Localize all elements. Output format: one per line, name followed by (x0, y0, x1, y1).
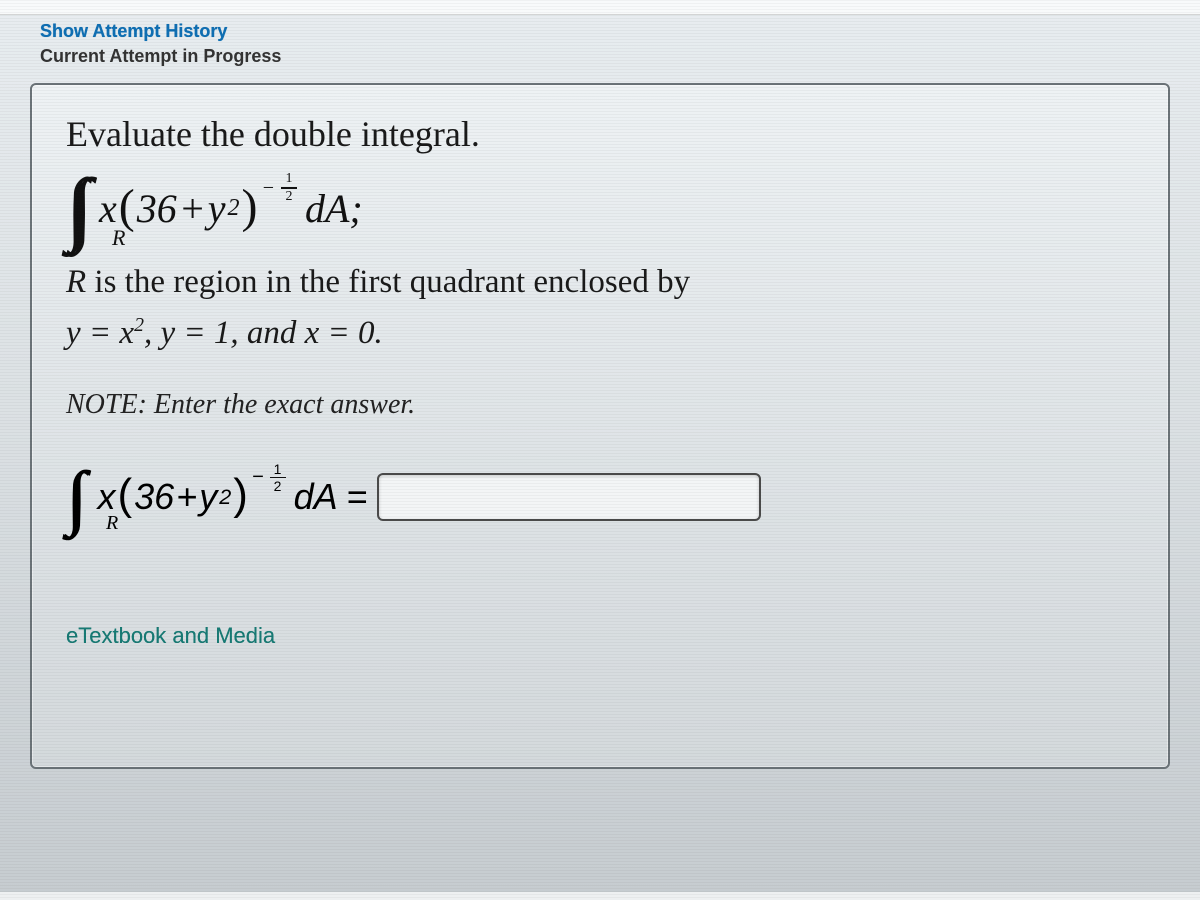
note-exact-answer: NOTE: Enter the exact answer. (66, 389, 1134, 421)
show-attempt-history-link[interactable]: Show Attempt History (40, 21, 227, 41)
dA-equals: dA = (294, 476, 368, 518)
double-integral-symbol-answer: ∫∫ R (66, 461, 87, 533)
question-panel: Evaluate the double integral. ∫∫ R x ( 3… (30, 83, 1170, 769)
answer-row: ∫∫ R x ( 36 + y2 ) − 1 2 dA = (66, 461, 1134, 533)
region-description: R is the region in the first quadrant en… (66, 257, 1134, 359)
screenshot-canvas: Show Attempt History Current Attempt in … (0, 0, 1200, 900)
var-y: y (208, 185, 226, 232)
plus-sign-2: + (176, 476, 197, 518)
const-36: 36 (137, 185, 177, 232)
integrand: x ( 36 + y2 ) − 1 2 dA; (99, 181, 363, 236)
dA-semicolon: dA; (305, 185, 363, 232)
double-integral-symbol: ∫∫ R (66, 167, 93, 249)
integrand-answer: x ( 36 + y2 ) − 1 2 dA = (97, 472, 367, 522)
var-y-2: y (199, 476, 217, 518)
integral-region-sub-2: R (106, 513, 118, 533)
question-title: Evaluate the double integral. (66, 113, 1134, 155)
answer-input[interactable] (377, 473, 761, 521)
cropped-top-nav (0, 0, 1200, 15)
const-36-2: 36 (134, 476, 174, 518)
region-eq1: y = x2 (66, 315, 144, 351)
current-attempt-label: Current Attempt in Progress (12, 44, 1188, 83)
exp-minus-2: − (252, 466, 264, 489)
etextbook-media-link[interactable]: eTextbook and Media (66, 623, 1134, 649)
plus-sign: + (179, 185, 206, 232)
exp-one-half-2: 1 2 (270, 462, 286, 494)
exp-one-half: 1 2 (281, 172, 297, 204)
region-R: R (66, 264, 86, 300)
region-eq-rest: , y = 1, and x = 0. (144, 315, 383, 351)
cropped-bottom-bar (0, 892, 1200, 900)
exp-minus: − (261, 177, 275, 200)
region-line1: is the region in the first quadrant encl… (86, 264, 690, 300)
integral-expression-display: ∫∫ R x ( 36 + y2 ) − 1 2 dA; (66, 167, 1134, 249)
show-attempt-history-row: Show Attempt History (12, 15, 1188, 44)
